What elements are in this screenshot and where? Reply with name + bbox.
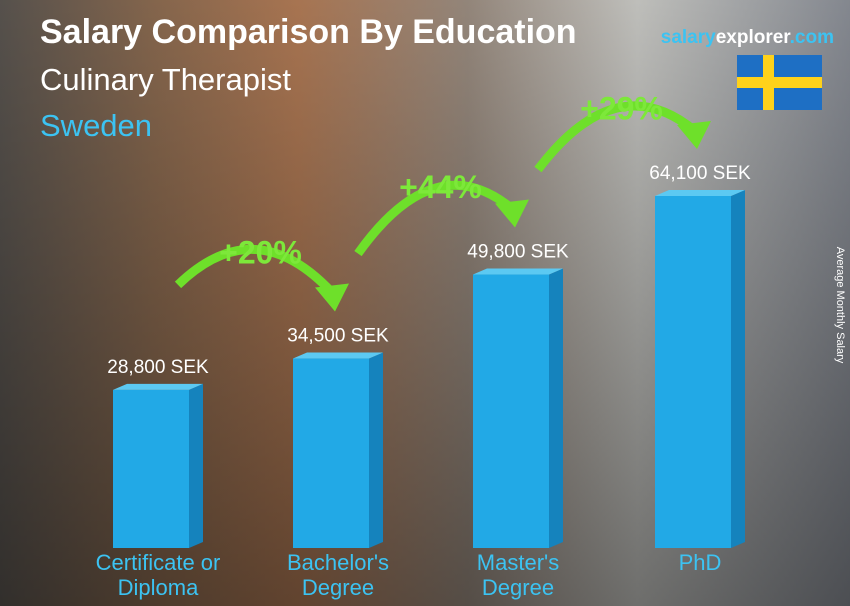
bar-side: [189, 383, 203, 548]
brand-part: explorer: [716, 27, 792, 48]
bar-side: [369, 352, 383, 548]
chart-title: Salary Comparison By Education: [40, 13, 577, 51]
x-tick-label: Certificate or Diploma: [95, 550, 221, 600]
bar: [293, 358, 369, 548]
annotation: +20%: [219, 234, 302, 270]
flag: [737, 55, 822, 110]
brand-part: .com: [790, 27, 834, 48]
y-axis-label: Average Monthly Salary: [834, 247, 846, 364]
arrow: [534, 101, 698, 173]
bar-top: [473, 268, 563, 275]
bar-top: [655, 190, 745, 196]
bar-top: [113, 383, 203, 390]
arrow-head: [315, 283, 349, 312]
arrow: [354, 180, 516, 257]
country: Sweden: [40, 108, 152, 143]
value-label: 64,100 SEK: [649, 163, 751, 184]
bar-side: [549, 268, 563, 548]
arrow: [174, 244, 337, 297]
value-label: 49,800 SEK: [467, 242, 569, 263]
value-label: 34,500 SEK: [287, 326, 389, 347]
flag-cross: [737, 77, 822, 88]
brand: salaryexplorer.com: [661, 27, 834, 48]
annotation: +44%: [399, 169, 482, 205]
bar: [113, 389, 189, 548]
value-label: 28,800 SEK: [107, 357, 209, 378]
bar: [473, 274, 549, 548]
x-tick-label: Master's Degree: [476, 550, 560, 600]
chart-subtitle: Culinary Therapist: [40, 62, 291, 97]
arrow-head: [495, 199, 529, 228]
arrow-head: [677, 121, 711, 149]
annotation: +29%: [580, 90, 663, 126]
bar-side: [731, 190, 745, 548]
x-tick-label: Bachelor's Degree: [286, 550, 390, 600]
bar-top: [293, 352, 383, 359]
brand-part: salary: [661, 27, 716, 48]
x-tick-label: PhD: [678, 550, 722, 575]
bar: [655, 196, 731, 548]
